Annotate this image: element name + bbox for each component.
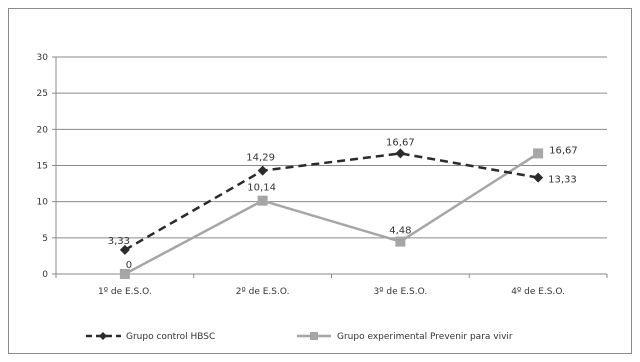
point-control xyxy=(257,165,268,176)
y-tick-label: 25 xyxy=(37,89,48,99)
series-line-experimental xyxy=(124,152,539,276)
y-tick-label: 20 xyxy=(37,125,49,135)
legend-marker-experimental xyxy=(310,332,318,340)
point-experimental xyxy=(395,236,406,247)
x-tick-label: 4º de E.S.O. xyxy=(511,287,565,297)
data-label-control: 13,33 xyxy=(548,175,577,186)
point-experimental xyxy=(257,195,268,206)
data-label-control: 3,33 xyxy=(108,236,130,247)
x-tick-label: 1º de E.S.O. xyxy=(98,287,152,297)
data-label-experimental: 10,14 xyxy=(247,183,276,194)
y-tick-label: 10 xyxy=(37,198,49,208)
x-tick-label: 3º de E.S.O. xyxy=(374,287,428,297)
point-control xyxy=(119,244,130,255)
point-control xyxy=(395,148,406,159)
y-tick-label: 15 xyxy=(37,162,48,172)
data-label-control: 14,29 xyxy=(246,153,275,164)
x-tick-label: 2º de E.S.O. xyxy=(236,287,290,297)
line-chart: 0 5 10 15 20 25 30 1º de E.S.O. 2º de E.S.O. 3º … xyxy=(37,53,608,342)
gridlines xyxy=(56,56,607,275)
y-tick-label: 5 xyxy=(42,234,48,244)
point-experimental xyxy=(119,269,130,279)
legend: Grupo control HBSC Grupo experimental Pre… xyxy=(86,332,513,342)
series-layer: 3,33 14,29 16,67 13,33 0 10,14 4,48 16,67 xyxy=(108,137,578,279)
point-experimental xyxy=(533,148,544,159)
y-tick-label: 30 xyxy=(37,53,49,63)
data-label-experimental: 0 xyxy=(126,260,132,271)
legend-label-control: Grupo control HBSC xyxy=(126,332,215,342)
data-label-control: 16,67 xyxy=(386,137,415,148)
series-line-control xyxy=(124,152,539,251)
y-axis-ticks: 0 5 10 15 20 25 30 xyxy=(37,53,57,280)
data-label-experimental: 4,48 xyxy=(389,226,411,237)
x-axis-ticks: 1º de E.S.O. 2º de E.S.O. 3º de E.S.O. 4º d… xyxy=(55,273,608,297)
data-label-experimental: 16,67 xyxy=(549,145,578,156)
y-tick-label: 0 xyxy=(42,270,48,280)
chart-frame: 0 5 10 15 20 25 30 1º de E.S.O. 2º de E.S.O. 3º … xyxy=(8,8,632,354)
legend-marker-control xyxy=(99,332,107,340)
point-control xyxy=(533,172,544,183)
legend-label-experimental: Grupo experimental Prevenir para vivir xyxy=(337,332,513,342)
